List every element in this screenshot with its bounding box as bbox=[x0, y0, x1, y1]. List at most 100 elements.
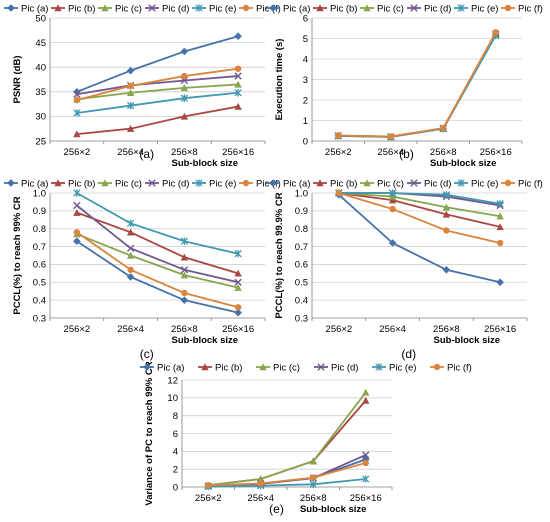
series-line bbox=[208, 391, 367, 487]
legend-marker bbox=[7, 179, 15, 187]
x-tick-label: 256×16 bbox=[480, 147, 512, 158]
y-tick-label: 0.7 bbox=[295, 242, 308, 253]
series-picf bbox=[73, 229, 242, 311]
data-point bbox=[257, 480, 264, 487]
data-point bbox=[126, 66, 135, 75]
data-point bbox=[181, 72, 188, 80]
legend-marker bbox=[269, 4, 277, 12]
data-point bbox=[257, 475, 265, 483]
y-tick-label: 0 bbox=[173, 482, 178, 493]
data-point bbox=[234, 250, 242, 258]
legend-marker bbox=[148, 4, 156, 12]
legend-entry: Pic (e) bbox=[471, 3, 498, 14]
legend-entry: Pic (c) bbox=[377, 178, 404, 189]
legend-marker bbox=[363, 4, 371, 12]
data-point bbox=[126, 228, 135, 236]
y-tick-label: 12 bbox=[167, 375, 178, 386]
x-tick-label: 256×8 bbox=[171, 324, 198, 335]
x-tick-label: 256×2 bbox=[195, 493, 222, 504]
data-point bbox=[442, 191, 451, 199]
legend-entry: Pic (e) bbox=[209, 3, 236, 14]
series-picc bbox=[334, 30, 500, 141]
data-point bbox=[440, 124, 447, 132]
data-point bbox=[180, 237, 189, 245]
series-picc bbox=[73, 230, 242, 291]
y-tick-label: 0.6 bbox=[295, 260, 308, 271]
data-point bbox=[335, 132, 342, 139]
y-tick-label: 45 bbox=[35, 38, 46, 49]
legend-entry: Pic (b) bbox=[215, 362, 242, 373]
data-point bbox=[180, 112, 189, 120]
data-point bbox=[362, 475, 370, 483]
x-axis-label: Sub-block size bbox=[172, 335, 239, 346]
legend-entry: Pic (b) bbox=[68, 3, 95, 14]
data-point bbox=[181, 289, 188, 297]
y-tick-label: 4 bbox=[303, 54, 308, 65]
data-point bbox=[73, 208, 81, 216]
data-point bbox=[442, 210, 451, 218]
series-pica bbox=[335, 190, 504, 287]
data-point bbox=[496, 278, 504, 287]
series-picb bbox=[73, 208, 242, 277]
legend-marker bbox=[7, 4, 15, 12]
data-point bbox=[234, 80, 242, 88]
data-point bbox=[388, 189, 397, 197]
legend-marker bbox=[504, 4, 512, 12]
series-line bbox=[208, 478, 366, 488]
legend-entry: Pic (c) bbox=[377, 3, 404, 14]
legend-marker bbox=[316, 4, 324, 12]
data-point bbox=[442, 203, 451, 211]
legend-marker bbox=[54, 4, 62, 12]
series-picb bbox=[334, 29, 500, 140]
legend-marker bbox=[375, 363, 383, 371]
legend-entry: Pic (f) bbox=[518, 3, 543, 14]
series-line bbox=[338, 34, 497, 138]
legend-entry: Pic (c) bbox=[115, 178, 142, 189]
series-line bbox=[338, 192, 501, 218]
x-tick-label: 256×4 bbox=[117, 324, 144, 335]
legend-entry: Pic (f) bbox=[518, 178, 543, 189]
data-point bbox=[126, 244, 135, 253]
data-point bbox=[496, 239, 504, 247]
series-line bbox=[76, 240, 239, 314]
data-point bbox=[309, 457, 317, 465]
data-point bbox=[496, 223, 504, 231]
data-point bbox=[234, 278, 242, 286]
legend-marker bbox=[504, 179, 512, 187]
legend-entry: Pic (d) bbox=[162, 178, 189, 189]
data-point bbox=[73, 90, 81, 98]
legend-entry: Pic (a) bbox=[21, 3, 48, 14]
legend-marker bbox=[101, 4, 109, 12]
panel-label: (b) bbox=[399, 147, 414, 161]
legend-marker bbox=[54, 179, 62, 187]
series-line bbox=[76, 211, 239, 275]
y-axis-label: Execution time (s) bbox=[274, 39, 285, 121]
series-line bbox=[338, 32, 497, 138]
series-line bbox=[338, 192, 501, 244]
x-tick-label: 256×16 bbox=[222, 324, 254, 335]
legend: Pic (a)Pic (b)Pic (c)Pic (d)Pic (e)Pic (… bbox=[140, 362, 472, 373]
series-line bbox=[76, 233, 239, 289]
data-point bbox=[234, 65, 242, 72]
y-tick-label: 1.0 bbox=[295, 188, 308, 199]
y-tick-label: 8 bbox=[173, 411, 178, 422]
legend: Pic (a)Pic (b)Pic (c)Pic (d)Pic (e)Pic (… bbox=[4, 3, 281, 14]
x-tick-label: 256×4 bbox=[117, 147, 144, 158]
data-point bbox=[126, 89, 135, 96]
legend-entry: Pic (d) bbox=[424, 178, 451, 189]
y-tick-label: 40 bbox=[35, 63, 46, 74]
data-point bbox=[73, 130, 81, 138]
data-point bbox=[180, 253, 189, 261]
chart-panel-e: 0 2 4 6 8 10 12 256×2 256×4 256×8 256×16Sub-block … bbox=[140, 361, 472, 516]
series-line bbox=[338, 192, 501, 205]
data-point bbox=[234, 32, 242, 41]
y-tick-label: 1 bbox=[303, 116, 308, 127]
legend-marker bbox=[101, 179, 109, 187]
y-tick-label: 0.5 bbox=[295, 278, 308, 289]
x-tick-label: 256×16 bbox=[222, 147, 254, 158]
legend-marker bbox=[433, 363, 441, 371]
chart-panel-d: 0.3 0.4 0.5 0.6 0.7 0.8 0.9 1.0 256×2 256×4 256×8 2… bbox=[266, 178, 543, 361]
series-picc bbox=[73, 80, 242, 103]
data-point bbox=[73, 109, 81, 117]
series-line bbox=[338, 33, 497, 138]
